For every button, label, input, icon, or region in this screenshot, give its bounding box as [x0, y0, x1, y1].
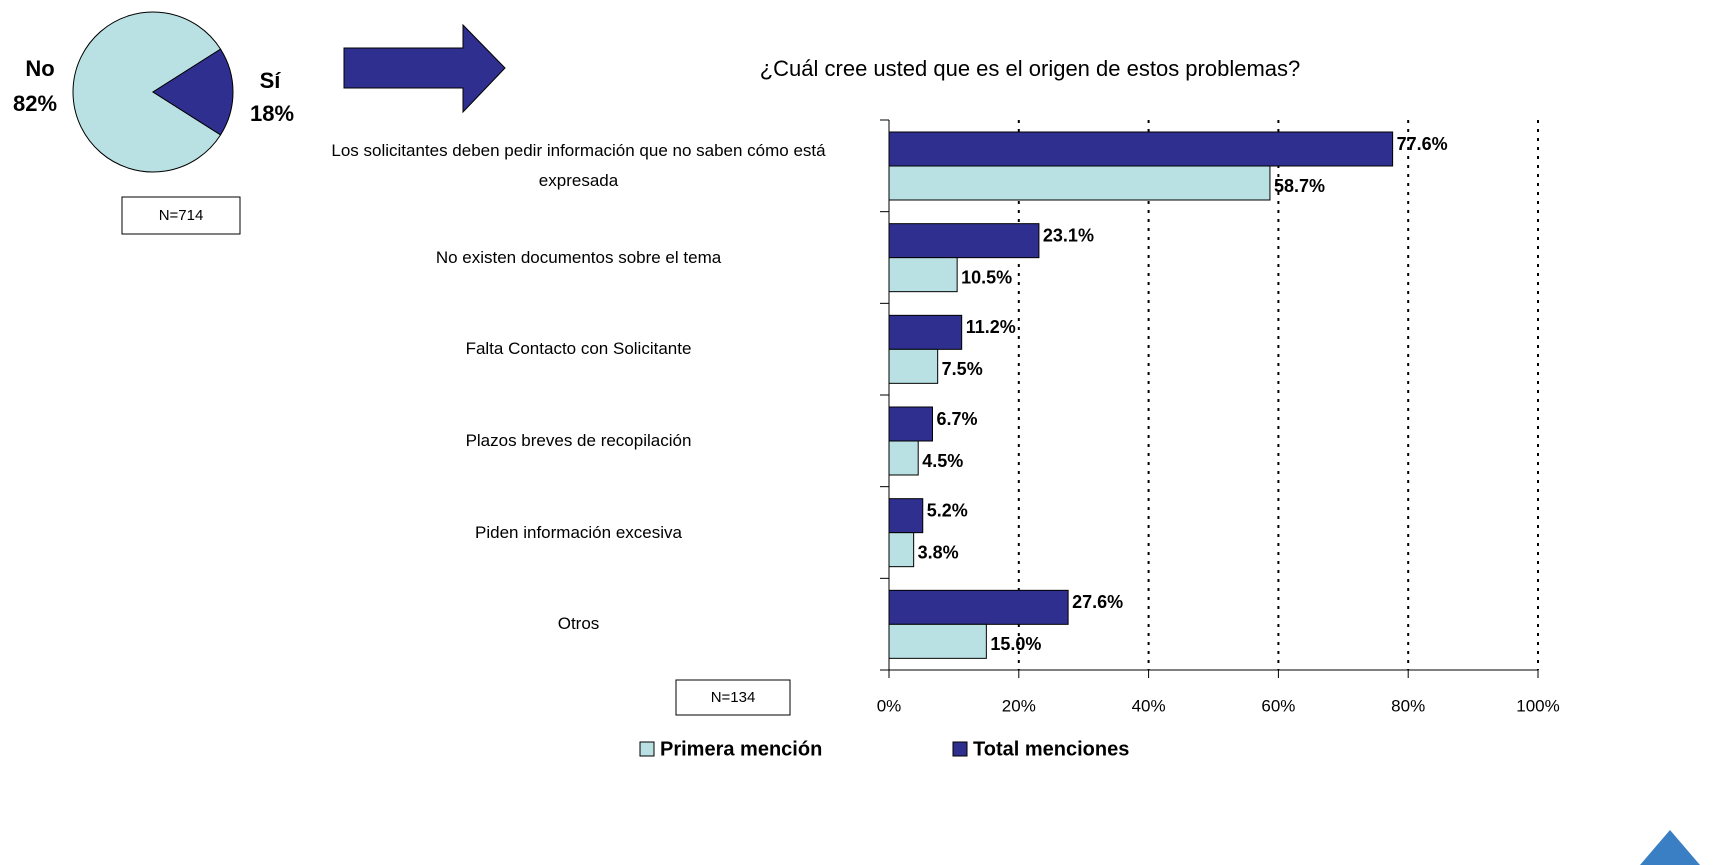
slice-value-label: 82% [13, 91, 57, 116]
x-tick-label: 100% [1516, 696, 1559, 715]
bar [888, 257, 958, 293]
value-label: 6.7% [936, 409, 977, 429]
slice-value-label: 18% [250, 101, 294, 126]
value-label: 10.5% [961, 267, 1012, 287]
annotation-box [121, 196, 241, 235]
bar [888, 623, 987, 659]
bar [888, 314, 963, 350]
y-tick-label: Los solicitantes deben pedir información… [331, 140, 826, 190]
y-tick-label: Piden información excesiva [475, 522, 682, 542]
chart-title: ¿Cuál cree usted que es el origen de est… [760, 56, 1301, 81]
bar [888, 348, 939, 384]
x-tick-label: 20% [1002, 696, 1036, 715]
legend-swatch [952, 741, 968, 757]
bar [888, 131, 1394, 167]
y-tick-label: No existen documentos sobre el tema [435, 247, 722, 267]
x-tick-label: 80% [1391, 696, 1425, 715]
annotation-box [675, 679, 791, 716]
value-label: 58.7% [1274, 176, 1325, 196]
value-label: 15.0% [990, 634, 1041, 654]
value-label: 27.6% [1072, 592, 1123, 612]
annotation: N=714 [159, 207, 204, 224]
x-tick-label: 40% [1132, 696, 1166, 715]
value-label: 5.2% [927, 500, 968, 520]
value-label: 23.1% [1043, 225, 1094, 245]
slice-label: Sí [260, 68, 282, 93]
y-tick-label: Falta Contacto con Solicitante [465, 339, 692, 359]
bar [888, 223, 1040, 259]
bar [888, 165, 1271, 201]
legend-swatch [639, 741, 655, 757]
value-label: 3.8% [918, 542, 959, 562]
bar [888, 498, 924, 534]
bar [888, 440, 919, 476]
y-tick-label: Otros [557, 614, 600, 634]
pie-slice [72, 11, 222, 173]
slice-label: No [25, 56, 54, 81]
logo [1640, 830, 1700, 865]
bar [888, 532, 915, 568]
legend-label: Total menciones [973, 738, 1129, 760]
arrow [343, 23, 506, 114]
pie-slice [152, 48, 234, 136]
value-label: 4.5% [922, 451, 963, 471]
x-tick-label: 60% [1261, 696, 1295, 715]
x-tick-label: 0% [877, 696, 902, 715]
annotation: N=134 [711, 689, 756, 706]
bar [888, 406, 933, 442]
y-tick-label: Plazos breves de recopilación [465, 430, 692, 450]
value-label: 11.2% [966, 317, 1016, 337]
value-label: 7.5% [942, 359, 983, 379]
bar [888, 589, 1069, 625]
legend-label: Primera mención [660, 738, 822, 760]
value-label: 77.6% [1397, 134, 1448, 154]
